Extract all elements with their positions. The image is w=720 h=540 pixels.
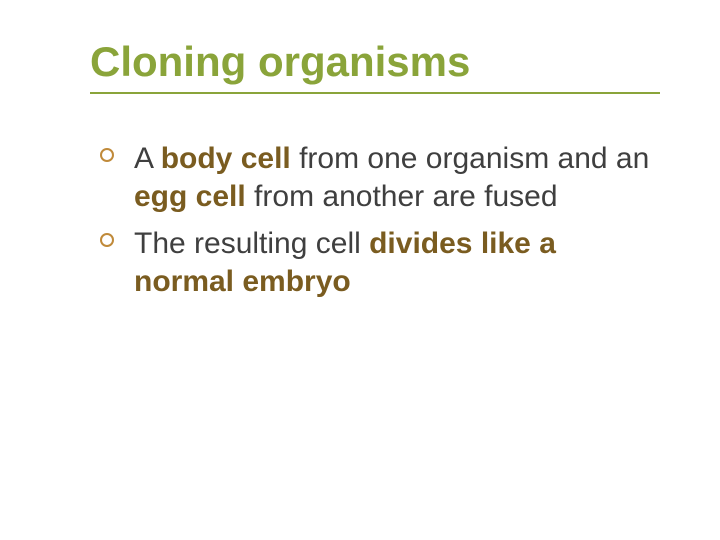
bullet-ring-icon	[100, 233, 114, 247]
body-block: A body cell from one organism and an egg…	[100, 140, 650, 310]
emphasis-text: body cell	[161, 142, 291, 175]
bullet-list: A body cell from one organism and an egg…	[100, 140, 650, 300]
slide: { "colors": { "title": "#8aa43a", "rule"…	[0, 0, 720, 540]
bullet-item: The resulting cell divides like a normal…	[100, 225, 650, 300]
slide-title: Cloning organisms	[90, 38, 660, 86]
title-block: Cloning organisms	[90, 38, 660, 94]
title-underline	[90, 92, 660, 94]
body-text: The resulting cell	[134, 227, 369, 260]
bullet-item: A body cell from one organism and an egg…	[100, 140, 650, 215]
emphasis-text: egg cell	[134, 180, 246, 213]
body-text: from one organism and an	[291, 142, 658, 175]
bullet-ring-icon	[100, 148, 114, 162]
body-text: A	[134, 142, 161, 175]
body-text: from another are fused	[246, 180, 558, 213]
